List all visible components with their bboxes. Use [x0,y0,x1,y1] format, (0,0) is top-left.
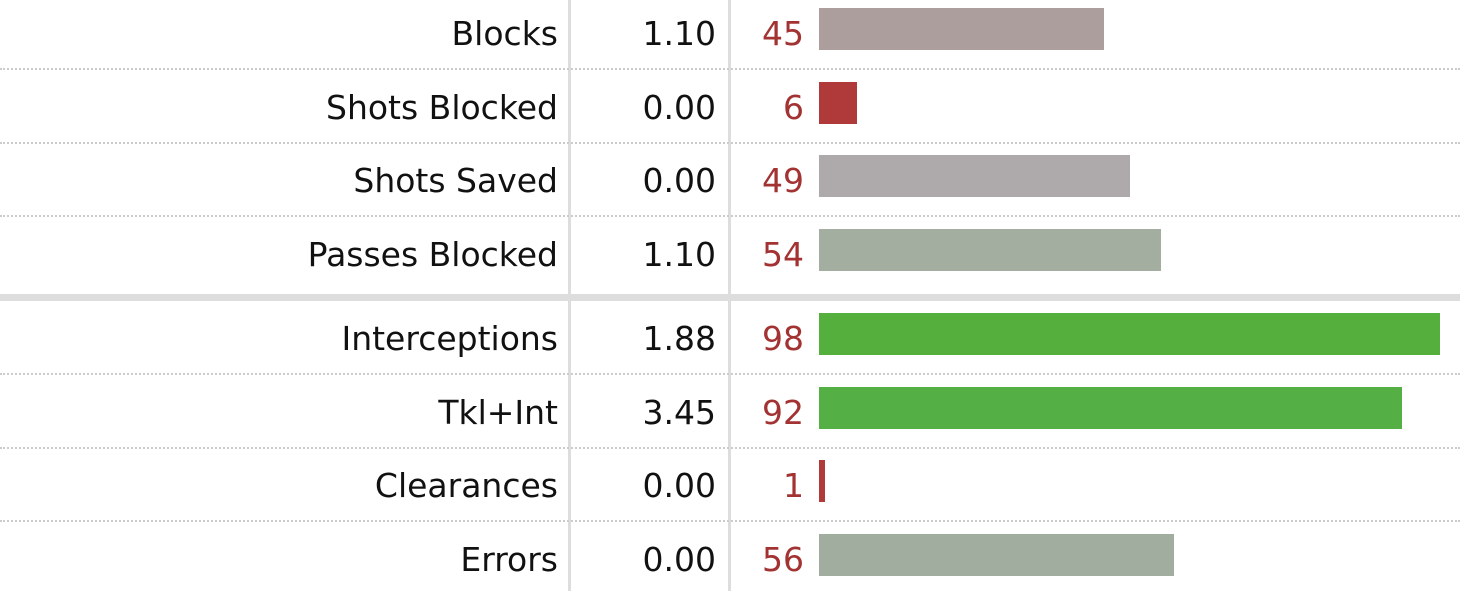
stat-name: Clearances [374,466,558,505]
row-divider [0,446,1460,449]
row-divider [0,68,1460,70]
bar-track [819,533,1453,576]
bar-track [819,313,1453,355]
percentile-value: 92 [762,392,804,432]
stat-name: Shots Saved [353,161,558,200]
row-divider [0,373,1460,375]
bar-track [819,460,1453,502]
stat-name: Tkl+Int [438,392,558,432]
bar-track [819,155,1453,197]
percentile-bar [819,228,1162,271]
stat-name: Blocks [451,14,558,53]
per90-value: 0.00 [642,161,716,200]
table-row: Errors 0.00 56 [0,523,1460,591]
per90-value: 0.00 [642,466,716,505]
table-row: Clearances 0.00 1 [0,449,1460,522]
per90-value: 1.10 [642,14,716,53]
percentile-bar [819,533,1175,576]
table-row: Interceptions 1.88 98 [0,302,1460,375]
percentile-bar [819,8,1105,50]
percentile-value: 56 [762,539,804,579]
stat-name: Passes Blocked [307,234,558,274]
table-row: Blocks 1.10 45 [0,0,1460,70]
stat-name: Errors [460,539,558,579]
stat-name: Interceptions [341,319,558,358]
percentile-value: 49 [762,161,804,200]
percentile-value: 6 [783,87,804,127]
table-row: Shots Blocked 0.00 6 [0,71,1460,144]
bar-track [819,8,1453,50]
bar-track [819,228,1453,271]
row-divider [0,520,1460,522]
percentile-bar [819,386,1403,429]
per90-value: 1.10 [642,234,716,274]
percentile-value: 98 [762,319,804,358]
group-separator [0,294,1460,301]
bar-track [819,386,1453,429]
percentile-value: 1 [783,466,804,505]
percentile-value: 45 [762,14,804,53]
percentile-bar [819,313,1441,355]
per90-value: 1.88 [642,319,716,358]
percentile-value: 54 [762,234,804,274]
percentile-bar [819,460,826,502]
row-divider [0,215,1460,217]
per90-value: 3.45 [642,392,716,432]
percentile-bar [819,81,858,124]
bar-track [819,81,1453,124]
table-row: Shots Saved 0.00 49 [0,144,1460,217]
stat-name: Shots Blocked [326,87,558,127]
per90-value: 0.00 [642,87,716,127]
table-row: Passes Blocked 1.10 54 [0,218,1460,291]
table-row: Tkl+Int 3.45 92 [0,376,1460,449]
row-divider [0,141,1460,144]
percentile-bar [819,155,1130,197]
per90-value: 0.00 [642,539,716,579]
